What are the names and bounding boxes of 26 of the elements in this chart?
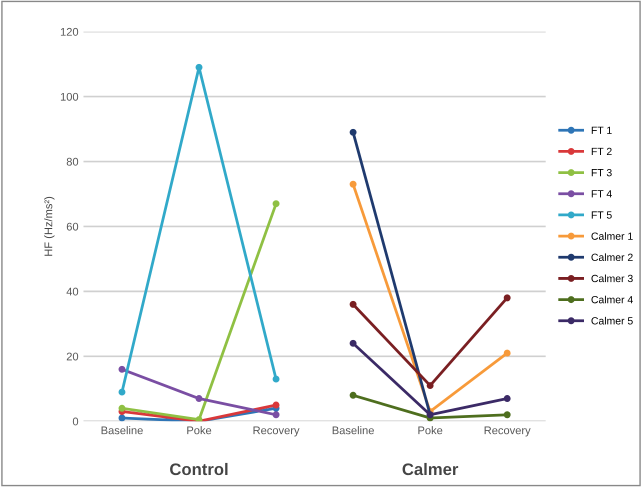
legend-label: Calmer 1 [591, 232, 633, 240]
y-tick-label: 0 [72, 418, 78, 426]
legend-label: Calmer 2 [591, 253, 633, 262]
legend-label: FT 3 [592, 168, 612, 176]
x-tick-label: Baseline [102, 426, 143, 434]
x-tick-label: Recovery [254, 426, 300, 436]
legend-label: Calmer 5 [591, 316, 633, 325]
x-tick-label: Poke [418, 426, 442, 434]
x-tick-label: Poke [187, 426, 212, 434]
legend-label: FT 2 [592, 148, 612, 156]
text: Control [170, 462, 228, 476]
legend-label: FT 5 [592, 211, 612, 219]
y-tick-label: 60 [66, 222, 78, 231]
y-tick-label: 100 [60, 92, 78, 101]
legend-label: Calmer 3 [591, 274, 633, 282]
x-tick-label: Recovery [484, 426, 531, 436]
x-tick-label: Baseline [332, 426, 374, 434]
y-tick-label: 80 [66, 158, 78, 166]
y-tick-label: 120 [60, 28, 78, 36]
legend-label: Calmer 4 [591, 296, 633, 304]
text: Calmer [402, 462, 458, 476]
y-axis-title: HF (Hz/ms²) [44, 196, 54, 256]
legend-label: FT 4 [592, 190, 612, 198]
y-tick-label: 20 [66, 352, 78, 360]
legend-label: FT 1 [592, 126, 612, 134]
y-tick-label: 40 [66, 288, 78, 296]
